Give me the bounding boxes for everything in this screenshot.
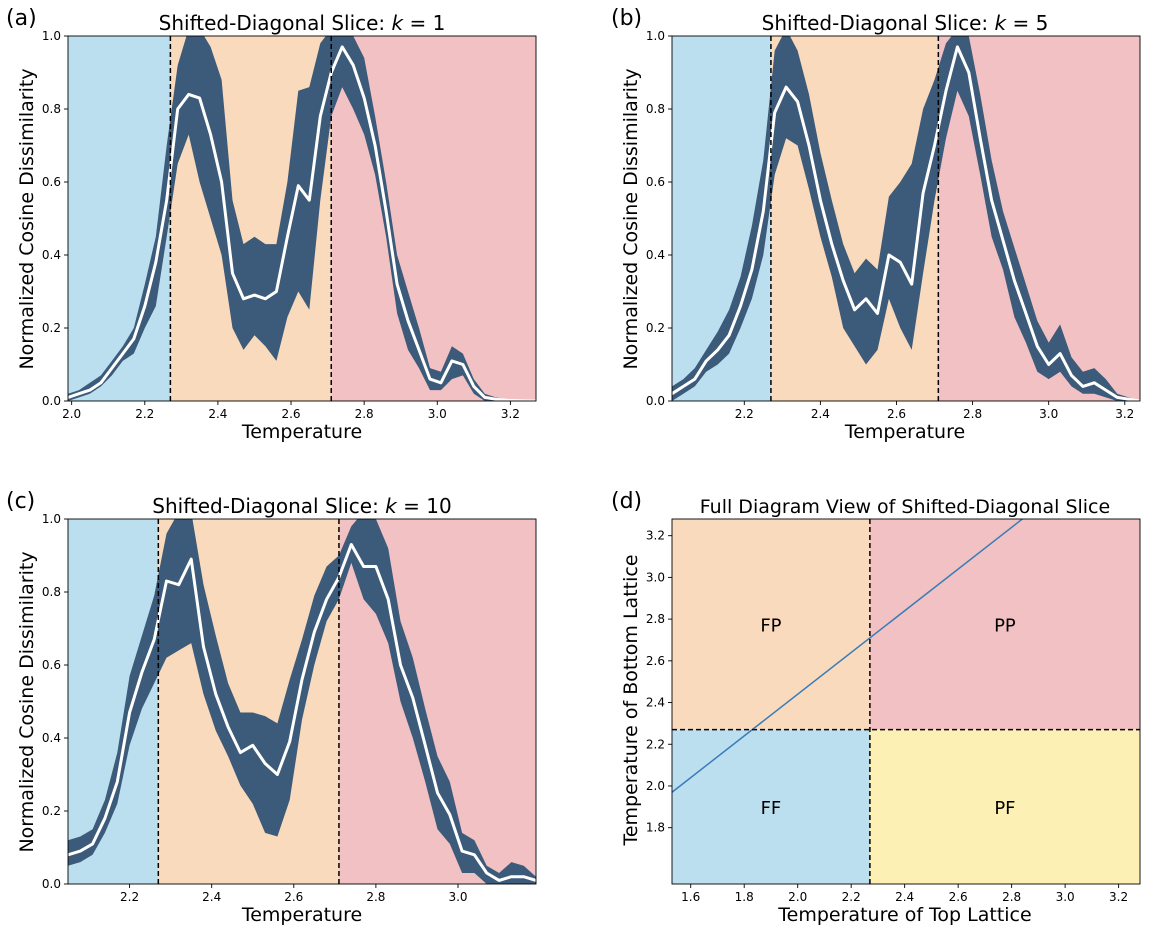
- quadrant-label: FF: [761, 798, 782, 819]
- x-tick-label: 2.6: [887, 407, 906, 421]
- y-tick-label: 3.0: [646, 570, 665, 584]
- y-tick-label: 0.6: [42, 658, 61, 672]
- plot-area: [672, 36, 1140, 401]
- y-tick-label: 1.0: [42, 512, 61, 526]
- y-tick-label: 1.0: [42, 29, 61, 43]
- plot-frame: [671, 518, 1141, 885]
- mean-line: [672, 45, 1140, 401]
- x-tick-label: 1.8: [735, 890, 754, 904]
- chart-title: Shifted-Diagonal Slice: k = 5: [762, 11, 1049, 35]
- y-tick-label: 0.4: [646, 248, 665, 262]
- x-tick-label: 2.4: [208, 407, 227, 421]
- uncertainty-band: [68, 36, 536, 401]
- y-tick-label: 0.6: [646, 175, 665, 189]
- y-tick-label: 3.2: [646, 529, 665, 543]
- y-axis-label: Temperature of Bottom Lattice: [620, 554, 642, 846]
- panel-label: (d): [611, 489, 642, 514]
- x-tick-label: 2.2: [842, 890, 861, 904]
- x-tick-label: 2.6: [284, 890, 303, 904]
- plot-area: [68, 36, 536, 401]
- x-tick-label: 2.2: [135, 407, 154, 421]
- y-axis-label: Normalized Cosine Dissimilarity: [620, 68, 642, 369]
- x-tick-label: 2.4: [811, 407, 830, 421]
- x-tick-label: 3.2: [501, 407, 520, 421]
- x-tick-label: 1.6: [681, 890, 700, 904]
- x-tick-label: 2.8: [366, 890, 385, 904]
- y-tick-label: 0.0: [646, 394, 665, 408]
- x-tick-label: 2.6: [281, 407, 300, 421]
- y-tick-label: 2.2: [646, 737, 665, 751]
- phase-region-ferro: [68, 36, 171, 401]
- plot-frame: [67, 35, 537, 402]
- y-tick-label: 0.4: [42, 248, 61, 262]
- x-tick-label: 2.0: [62, 407, 81, 421]
- mean-line: [68, 543, 536, 882]
- quadrant-pf: [869, 729, 1140, 884]
- y-tick-label: 0.8: [646, 102, 665, 116]
- plot-area: [68, 519, 536, 884]
- x-tick-label: 2.2: [120, 890, 139, 904]
- x-tick-label: 2.8: [963, 407, 982, 421]
- x-tick-label: 2.6: [949, 890, 968, 904]
- chart-title: Shifted-Diagonal Slice: k = 10: [152, 494, 451, 518]
- y-tick-label: 2.0: [646, 779, 665, 793]
- y-tick-label: 0.2: [646, 321, 665, 335]
- plot-area: [672, 519, 1140, 884]
- x-tick-label: 3.0: [1039, 407, 1058, 421]
- y-tick-label: 2.6: [646, 654, 665, 668]
- panel-label: (a): [6, 6, 37, 31]
- x-tick-label: 3.2: [1115, 407, 1134, 421]
- panel-label: (c): [6, 489, 35, 514]
- x-axis-label: Temperature: [844, 421, 965, 443]
- chart-title: Full Diagram View of Shifted-Diagonal Sl…: [700, 496, 1110, 518]
- y-axis-label: Normalized Cosine Dissimilarity: [16, 68, 38, 369]
- y-tick-label: 2.4: [646, 696, 665, 710]
- y-tick-label: 1.0: [646, 29, 665, 43]
- panel-a: (a) Shifted-Diagonal Slice: k = 1 Temper…: [6, 6, 537, 443]
- x-tick-label: 2.0: [788, 890, 807, 904]
- x-axis-label: Temperature: [241, 904, 362, 926]
- uncertainty-band: [672, 36, 1140, 401]
- x-tick-label: 2.4: [202, 890, 221, 904]
- quadrant-ff: [672, 729, 870, 884]
- y-tick-label: 2.8: [646, 612, 665, 626]
- y-tick-label: 0.4: [42, 731, 61, 745]
- x-tick-label: 2.8: [355, 407, 374, 421]
- quadrant-pp: [869, 519, 1140, 730]
- panel-c: (c) Shifted-Diagonal Slice: k = 10 Tempe…: [6, 489, 537, 926]
- plot-frame: [671, 35, 1141, 402]
- y-tick-label: 0.2: [42, 804, 61, 818]
- quadrant-label: FP: [760, 615, 781, 636]
- chart-title: Shifted-Diagonal Slice: k = 1: [159, 11, 446, 35]
- y-tick-label: 0.8: [42, 585, 61, 599]
- y-axis-label: Normalized Cosine Dissimilarity: [16, 551, 38, 852]
- plot-frame: [67, 518, 537, 885]
- quadrant-label: PP: [994, 615, 1016, 636]
- quadrant-label: PF: [994, 798, 1015, 819]
- quadrant-fp: [672, 519, 870, 730]
- panel-d: (d) Full Diagram View of Shifted-Diagona…: [611, 489, 1141, 926]
- panel-label: (b): [611, 6, 642, 31]
- x-axis-label: Temperature: [241, 421, 362, 443]
- y-tick-label: 0.0: [42, 394, 61, 408]
- x-tick-label: 3.0: [448, 890, 467, 904]
- y-tick-label: 0.2: [42, 321, 61, 335]
- y-tick-label: 1.8: [646, 821, 665, 835]
- x-tick-label: 3.2: [1109, 890, 1128, 904]
- y-tick-label: 0.6: [42, 175, 61, 189]
- panel-b: (b) Shifted-Diagonal Slice: k = 5 Temper…: [611, 6, 1141, 443]
- x-tick-label: 3.0: [1056, 890, 1075, 904]
- y-tick-label: 0.8: [42, 102, 61, 116]
- mean-line: [68, 45, 536, 401]
- slice-line: [672, 519, 1024, 793]
- x-tick-label: 2.4: [895, 890, 914, 904]
- x-tick-label: 2.8: [1002, 890, 1021, 904]
- x-tick-label: 3.0: [428, 407, 447, 421]
- y-tick-label: 0.0: [42, 877, 61, 891]
- x-axis-label: Temperature of Top Lattice: [777, 904, 1031, 926]
- uncertainty-band: [68, 519, 536, 884]
- x-tick-label: 2.2: [735, 407, 754, 421]
